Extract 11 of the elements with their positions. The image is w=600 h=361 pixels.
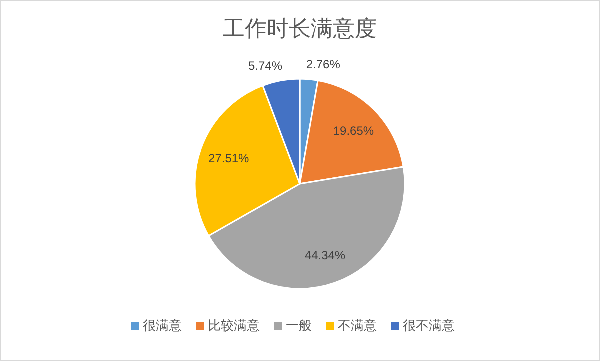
data-label: 5.74% [248,59,283,74]
data-label: 2.76% [306,58,341,72]
legend-label: 一般 [286,318,312,333]
legend-label: 比较满意 [208,318,260,333]
legend-label: 很满意 [143,318,182,333]
legend-label: 很不满意 [403,318,455,333]
data-label: 27.51% [208,151,250,166]
data-label: 44.34% [304,248,346,262]
chart-title: 工作时长满意度 [223,16,377,41]
data-label: 19.65% [333,124,374,138]
legend-label: 不满意 [338,318,377,333]
